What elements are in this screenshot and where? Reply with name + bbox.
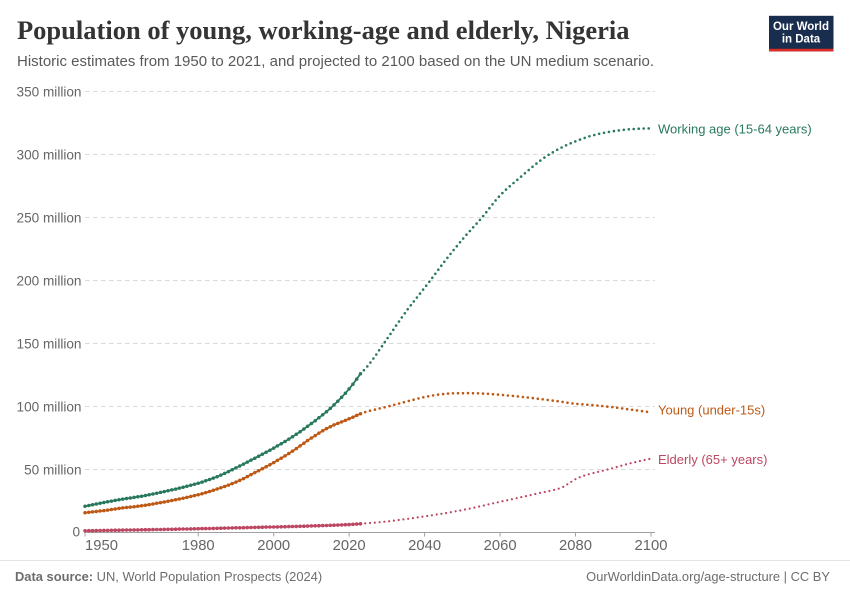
svg-text:300 million: 300 million bbox=[17, 148, 82, 163]
svg-text:Our World: Our World bbox=[773, 21, 829, 33]
svg-text:2060: 2060 bbox=[484, 538, 517, 554]
svg-text:2000: 2000 bbox=[257, 538, 290, 554]
svg-text:2040: 2040 bbox=[408, 538, 441, 554]
svg-text:200 million: 200 million bbox=[17, 274, 82, 289]
svg-text:Working age (15-64 years): Working age (15-64 years) bbox=[658, 122, 812, 137]
svg-text:Young (under-15s): Young (under-15s) bbox=[658, 403, 765, 418]
svg-text:2080: 2080 bbox=[559, 538, 592, 554]
svg-text:0: 0 bbox=[72, 525, 80, 540]
svg-text:100 million: 100 million bbox=[17, 400, 82, 415]
svg-text:350 million: 350 million bbox=[17, 85, 82, 100]
svg-text:Data source: UN, World Populat: Data source: UN, World Population Prospe… bbox=[15, 569, 322, 584]
svg-text:1980: 1980 bbox=[182, 538, 215, 554]
svg-text:2100: 2100 bbox=[635, 538, 668, 554]
svg-text:2020: 2020 bbox=[333, 538, 366, 554]
svg-text:OurWorldinData.org/age-structu: OurWorldinData.org/age-structure | CC BY bbox=[586, 569, 830, 584]
svg-text:150 million: 150 million bbox=[17, 337, 82, 352]
svg-text:50 million: 50 million bbox=[24, 463, 81, 478]
svg-text:Historic estimates from 1950 t: Historic estimates from 1950 to 2021, an… bbox=[17, 53, 654, 70]
svg-text:250 million: 250 million bbox=[17, 211, 82, 226]
svg-text:in Data: in Data bbox=[782, 34, 821, 46]
svg-text:Elderly (65+ years): Elderly (65+ years) bbox=[658, 452, 767, 467]
svg-text:1950: 1950 bbox=[85, 538, 118, 554]
svg-text:Population of young, working-a: Population of young, working-age and eld… bbox=[17, 15, 629, 45]
